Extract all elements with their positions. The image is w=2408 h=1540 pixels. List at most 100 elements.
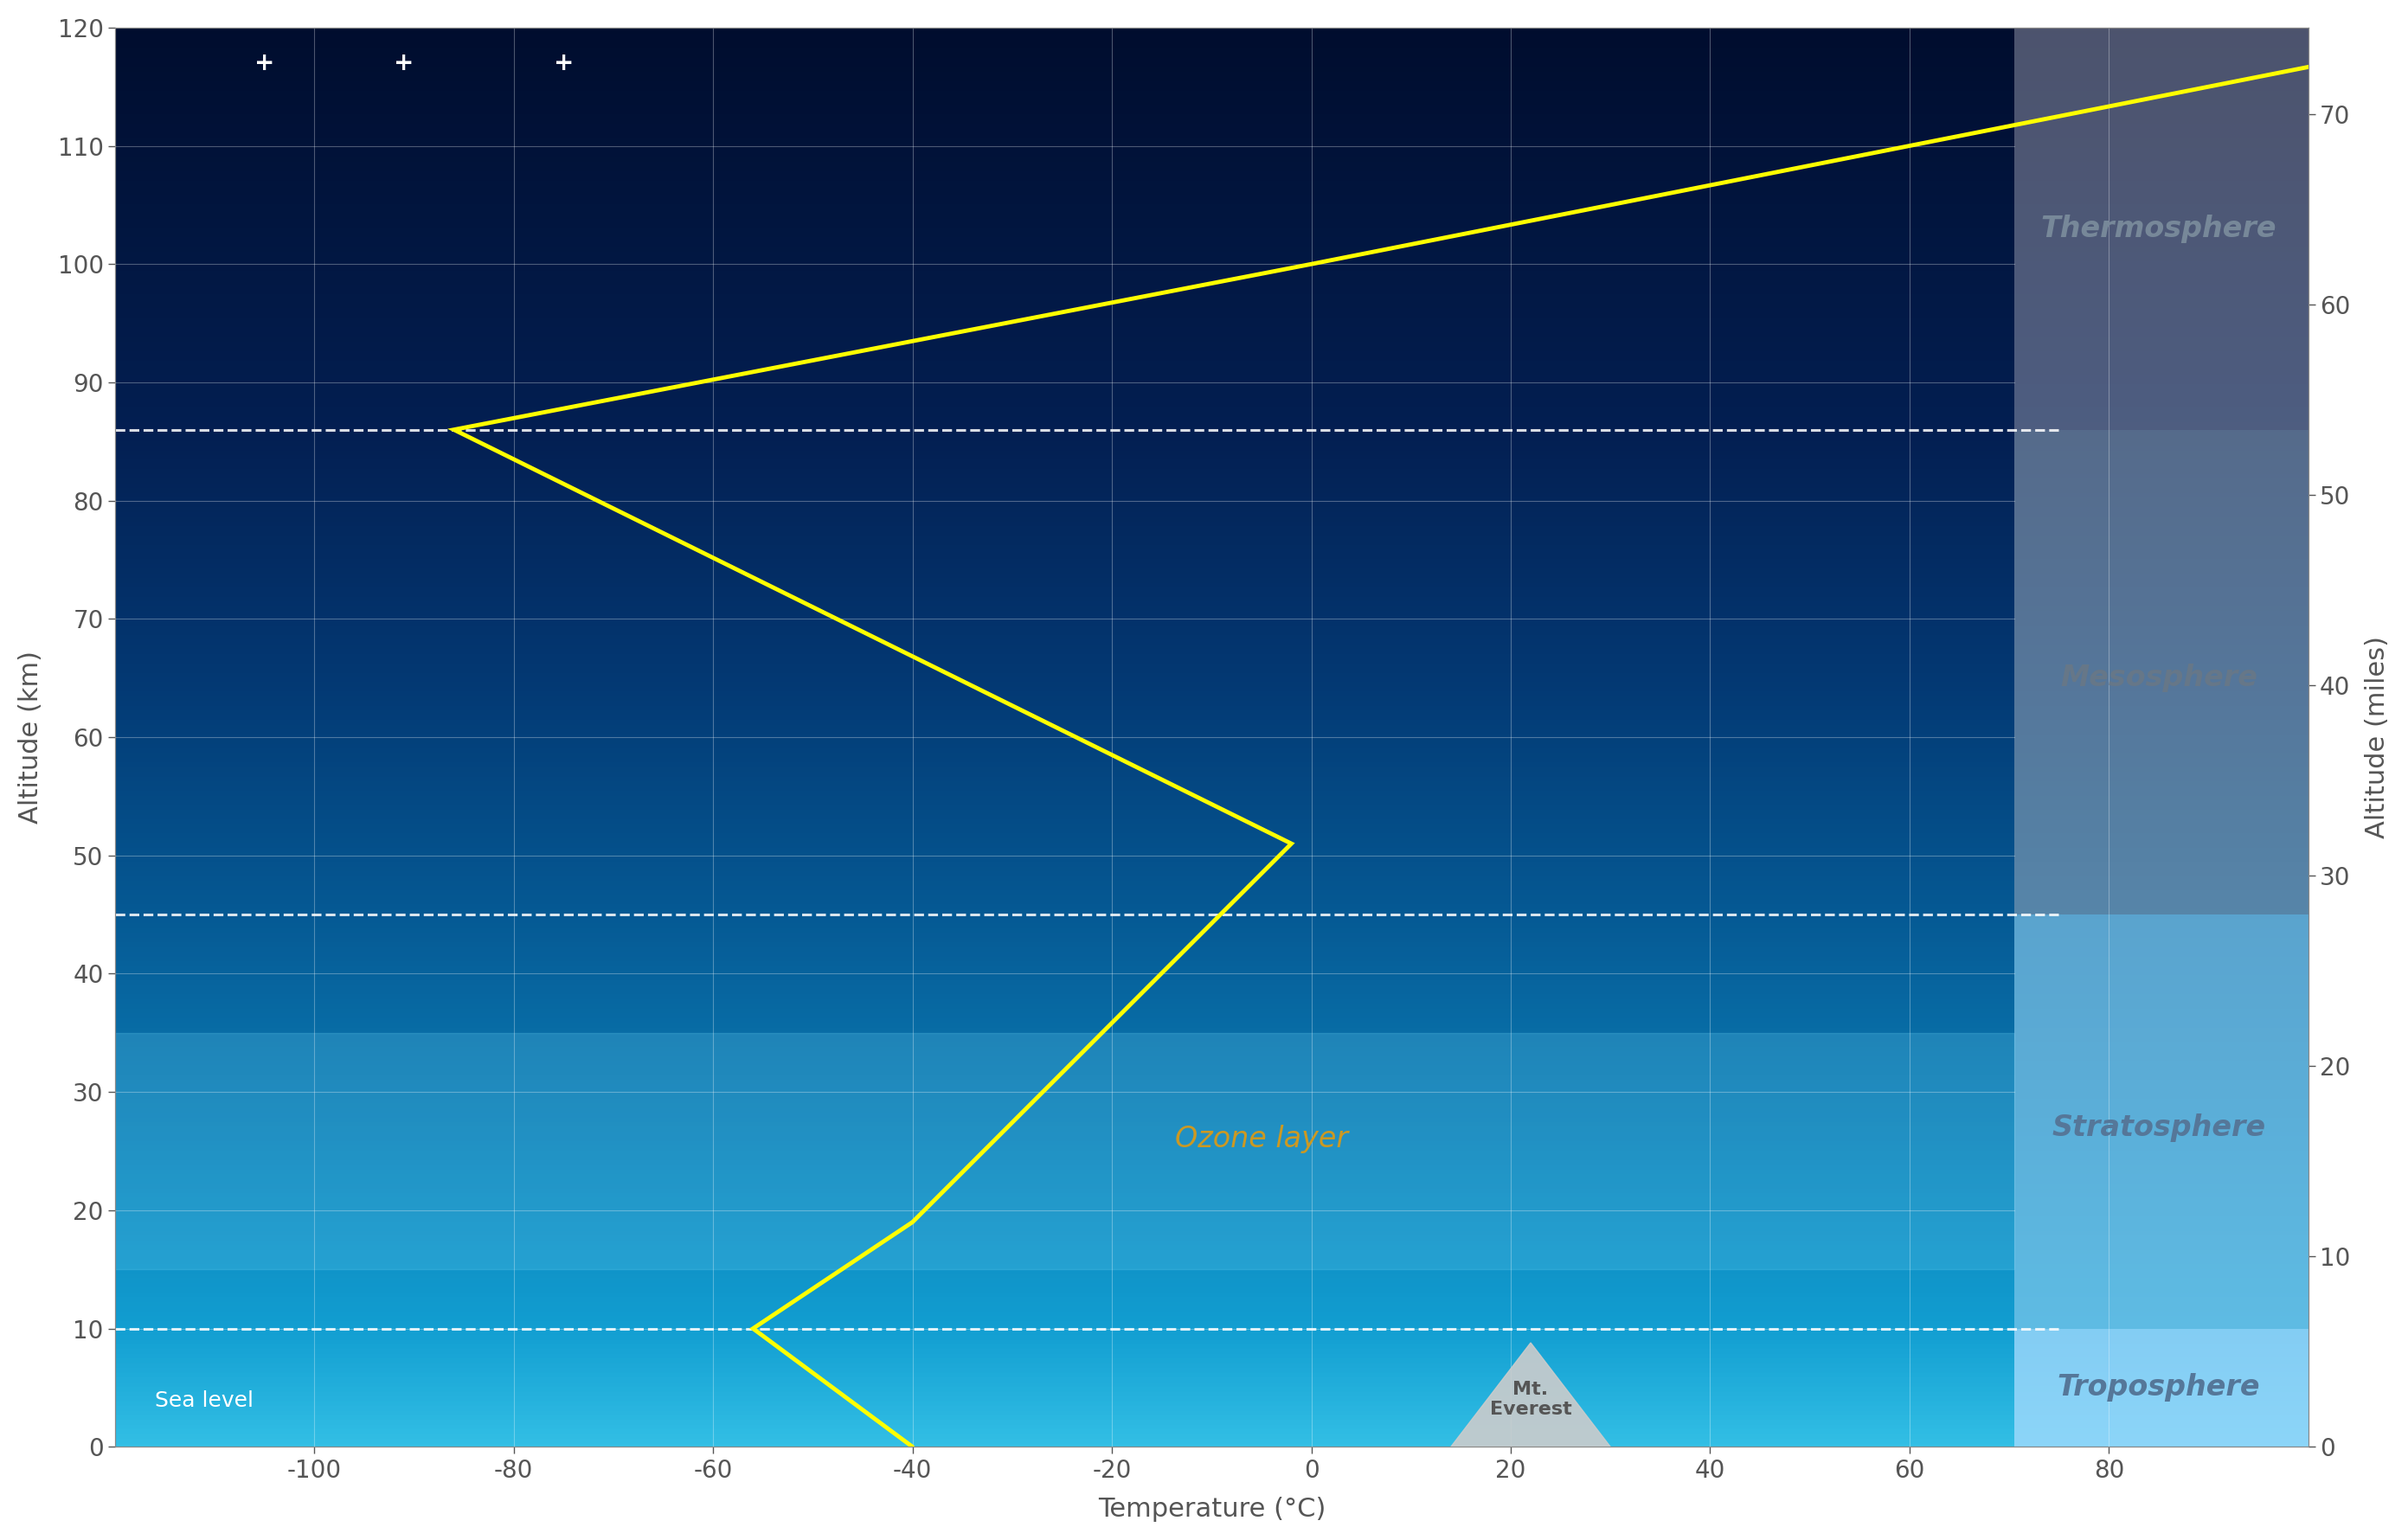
Bar: [116, 704, 2309, 708]
Bar: [116, 747, 2309, 752]
Bar: [116, 306, 2309, 311]
Bar: [116, 941, 2309, 946]
Bar: [116, 1267, 2309, 1272]
Bar: [2013, 28, 2309, 430]
Bar: [116, 117, 2309, 122]
Bar: [116, 605, 2309, 610]
Bar: [116, 1437, 2309, 1441]
Bar: [116, 316, 2309, 320]
Bar: [116, 950, 2309, 955]
Bar: [116, 1404, 2309, 1409]
Bar: [116, 1286, 2309, 1291]
Bar: [116, 1352, 2309, 1357]
Bar: [116, 1021, 2309, 1026]
Bar: [116, 752, 2309, 756]
Bar: [116, 585, 2309, 590]
Bar: [116, 713, 2309, 718]
Bar: [116, 453, 2309, 457]
Bar: [116, 728, 2309, 733]
Bar: [116, 1414, 2309, 1418]
Bar: [116, 964, 2309, 969]
Bar: [116, 879, 2309, 884]
Bar: [116, 1314, 2309, 1320]
Bar: [116, 213, 2309, 217]
Bar: [116, 477, 2309, 482]
Text: +: +: [255, 51, 275, 75]
Bar: [116, 1432, 2309, 1437]
Bar: [116, 249, 2309, 254]
Bar: [116, 359, 2309, 363]
Bar: [116, 444, 2309, 448]
Bar: [116, 581, 2309, 585]
Bar: [116, 845, 2309, 850]
Bar: [116, 1064, 2309, 1069]
Bar: [116, 363, 2309, 368]
Bar: [116, 131, 2309, 137]
Bar: [116, 1334, 2309, 1338]
Bar: [116, 1201, 2309, 1206]
Bar: [116, 1300, 2309, 1304]
Bar: [116, 1135, 2309, 1140]
Bar: [116, 1409, 2309, 1414]
Bar: [116, 989, 2309, 993]
Bar: [116, 708, 2309, 713]
Bar: [116, 983, 2309, 989]
Bar: [116, 89, 2309, 94]
Bar: [116, 336, 2309, 340]
Bar: [116, 1040, 2309, 1044]
Bar: [116, 861, 2309, 865]
Bar: [116, 340, 2309, 345]
Bar: [116, 822, 2309, 827]
Text: +: +: [554, 51, 573, 75]
Bar: [116, 676, 2309, 681]
Bar: [116, 1044, 2309, 1049]
Bar: [116, 875, 2309, 879]
Bar: [116, 932, 2309, 936]
Bar: [116, 473, 2309, 477]
Bar: [116, 263, 2309, 269]
Bar: [116, 624, 2309, 628]
Bar: [116, 1087, 2309, 1092]
Bar: [116, 1106, 2309, 1110]
Bar: [116, 534, 2309, 539]
Bar: [116, 345, 2309, 350]
Bar: [116, 832, 2309, 836]
Bar: [116, 1304, 2309, 1309]
Bar: [116, 226, 2309, 231]
Bar: [116, 274, 2309, 279]
Bar: [116, 1130, 2309, 1135]
Bar: [116, 1215, 2309, 1220]
Bar: [116, 795, 2309, 799]
Bar: [116, 1338, 2309, 1343]
Bar: [116, 756, 2309, 761]
Bar: [116, 1172, 2309, 1177]
Bar: [116, 1121, 2309, 1126]
Bar: [116, 788, 2309, 795]
Bar: [116, 722, 2309, 728]
Bar: [116, 765, 2309, 770]
Bar: [116, 354, 2309, 359]
Bar: [116, 553, 2309, 557]
Bar: [116, 1375, 2309, 1380]
Bar: [116, 681, 2309, 685]
Bar: [116, 1258, 2309, 1263]
Bar: [116, 808, 2309, 813]
Bar: [116, 916, 2309, 922]
Bar: [116, 108, 2309, 112]
Bar: [116, 1277, 2309, 1281]
Bar: [116, 1007, 2309, 1012]
Bar: [116, 633, 2309, 638]
Bar: [116, 160, 2309, 165]
Text: Ozone layer: Ozone layer: [1175, 1126, 1348, 1153]
Bar: [116, 1181, 2309, 1187]
Bar: [116, 1309, 2309, 1314]
Bar: [116, 1177, 2309, 1181]
Bar: [116, 1224, 2309, 1229]
Bar: [116, 946, 2309, 950]
Bar: [116, 1126, 2309, 1130]
Bar: [116, 1101, 2309, 1106]
Bar: [116, 1197, 2309, 1201]
Bar: [116, 165, 2309, 169]
Bar: [116, 865, 2309, 870]
Bar: [116, 922, 2309, 927]
